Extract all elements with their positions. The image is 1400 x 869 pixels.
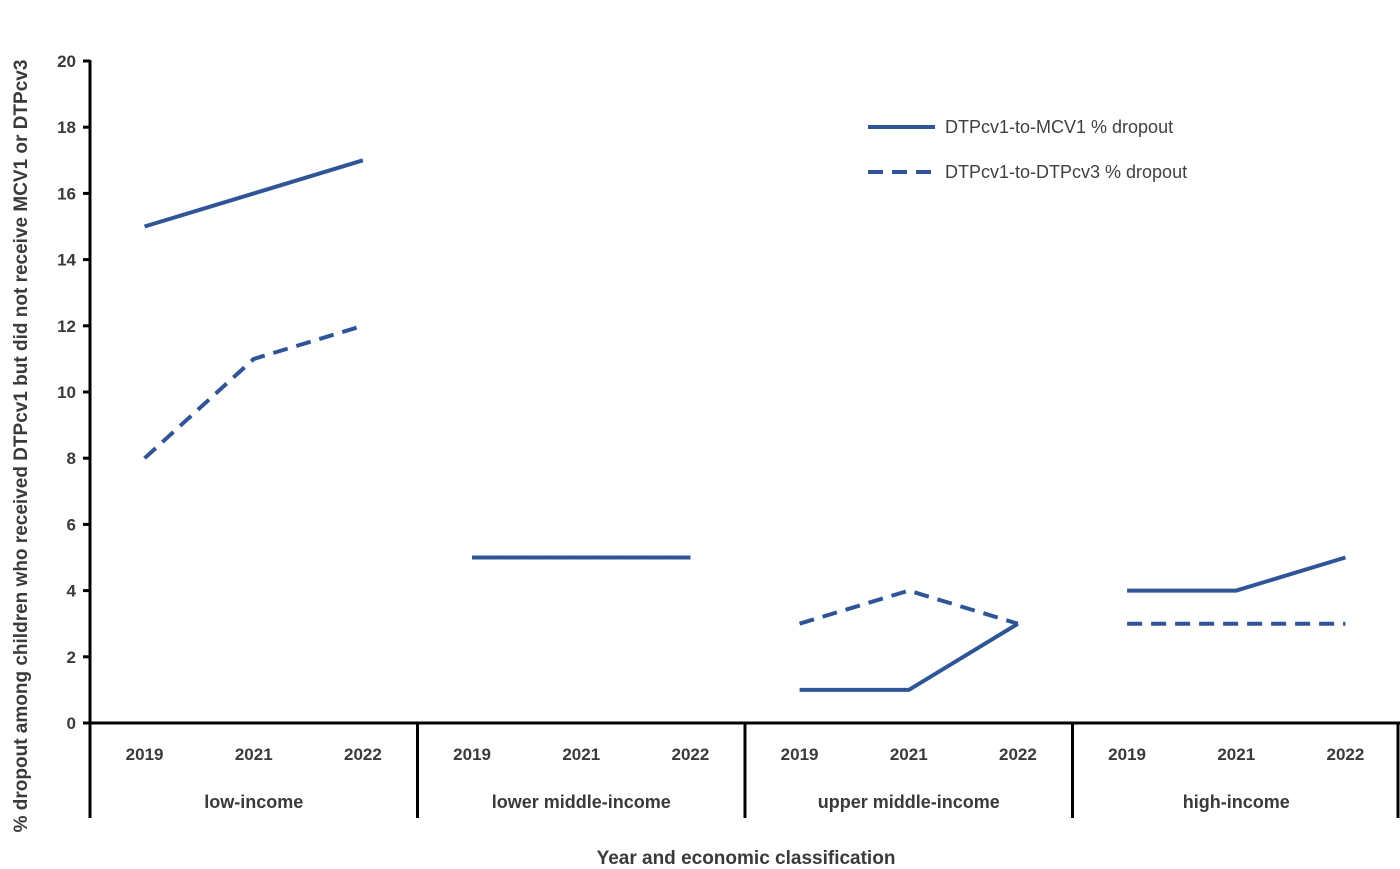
y-tick-label: 14 — [57, 251, 76, 270]
x-tick-label: 2022 — [1327, 745, 1365, 764]
x-tick-label: 2022 — [999, 745, 1037, 764]
y-tick-label: 6 — [67, 515, 76, 534]
group-label: low-income — [204, 792, 303, 812]
y-tick-label: 10 — [57, 383, 76, 402]
plot-lines — [143, 158, 1346, 692]
y-axis-title: % dropout among children who received DT… — [11, 60, 32, 833]
y-tick-label: 2 — [67, 648, 76, 667]
y-tick-label: 8 — [67, 449, 76, 468]
x-tick-label: 2019 — [126, 745, 164, 764]
x-tick-label: 2021 — [890, 745, 928, 764]
y-tick-label: 12 — [57, 317, 76, 336]
x-tick-label: 2021 — [562, 745, 600, 764]
series-2-line-upper middle-income — [799, 588, 1019, 626]
y-tick-label: 18 — [57, 118, 76, 137]
y-tick-label: 16 — [57, 184, 76, 203]
x-axis-labels: 2019 2021 2022 low-income 2019 2021 2022 lower … — [126, 745, 1365, 812]
y-tick-label: 0 — [67, 714, 76, 733]
series-2-line-low-income — [143, 323, 364, 460]
x-tick-label: 2022 — [672, 745, 710, 764]
legend: DTPcv1-to-MCV1 % dropout DTPcv1-to-DTPcv3… — [868, 117, 1187, 182]
x-tick-label: 2022 — [344, 745, 382, 764]
y-tick-label: 4 — [67, 582, 77, 601]
x-tick-label: 2021 — [235, 745, 273, 764]
y-tick-label: 20 — [57, 52, 76, 71]
group-label: upper middle-income — [818, 792, 1000, 812]
x-axis-title: Year and economic classification — [597, 848, 896, 869]
group-label: high-income — [1183, 792, 1290, 812]
series-1-line-low-income — [144, 158, 364, 229]
series-1-line-high-income — [1127, 555, 1346, 593]
legend-label-1: DTPcv1-to-MCV1 % dropout — [945, 117, 1173, 137]
axes — [88, 60, 1400, 818]
x-tick-label: 2019 — [453, 745, 491, 764]
y-axis-ticks: 0 2 4 6 8 10 12 14 16 18 20 — [57, 52, 90, 733]
legend-label-2: DTPcv1-to-DTPcv3 % dropout — [945, 162, 1187, 182]
x-tick-label: 2021 — [1217, 745, 1255, 764]
group-label: lower middle-income — [492, 792, 671, 812]
x-tick-label: 2019 — [781, 745, 819, 764]
series-1-line-upper middle-income — [799, 621, 1019, 692]
x-tick-label: 2019 — [1108, 745, 1146, 764]
